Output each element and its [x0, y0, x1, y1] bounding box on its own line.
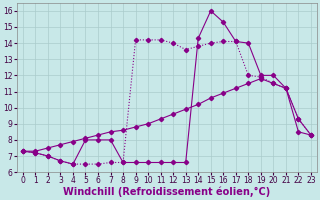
X-axis label: Windchill (Refroidissement éolien,°C): Windchill (Refroidissement éolien,°C): [63, 187, 270, 197]
